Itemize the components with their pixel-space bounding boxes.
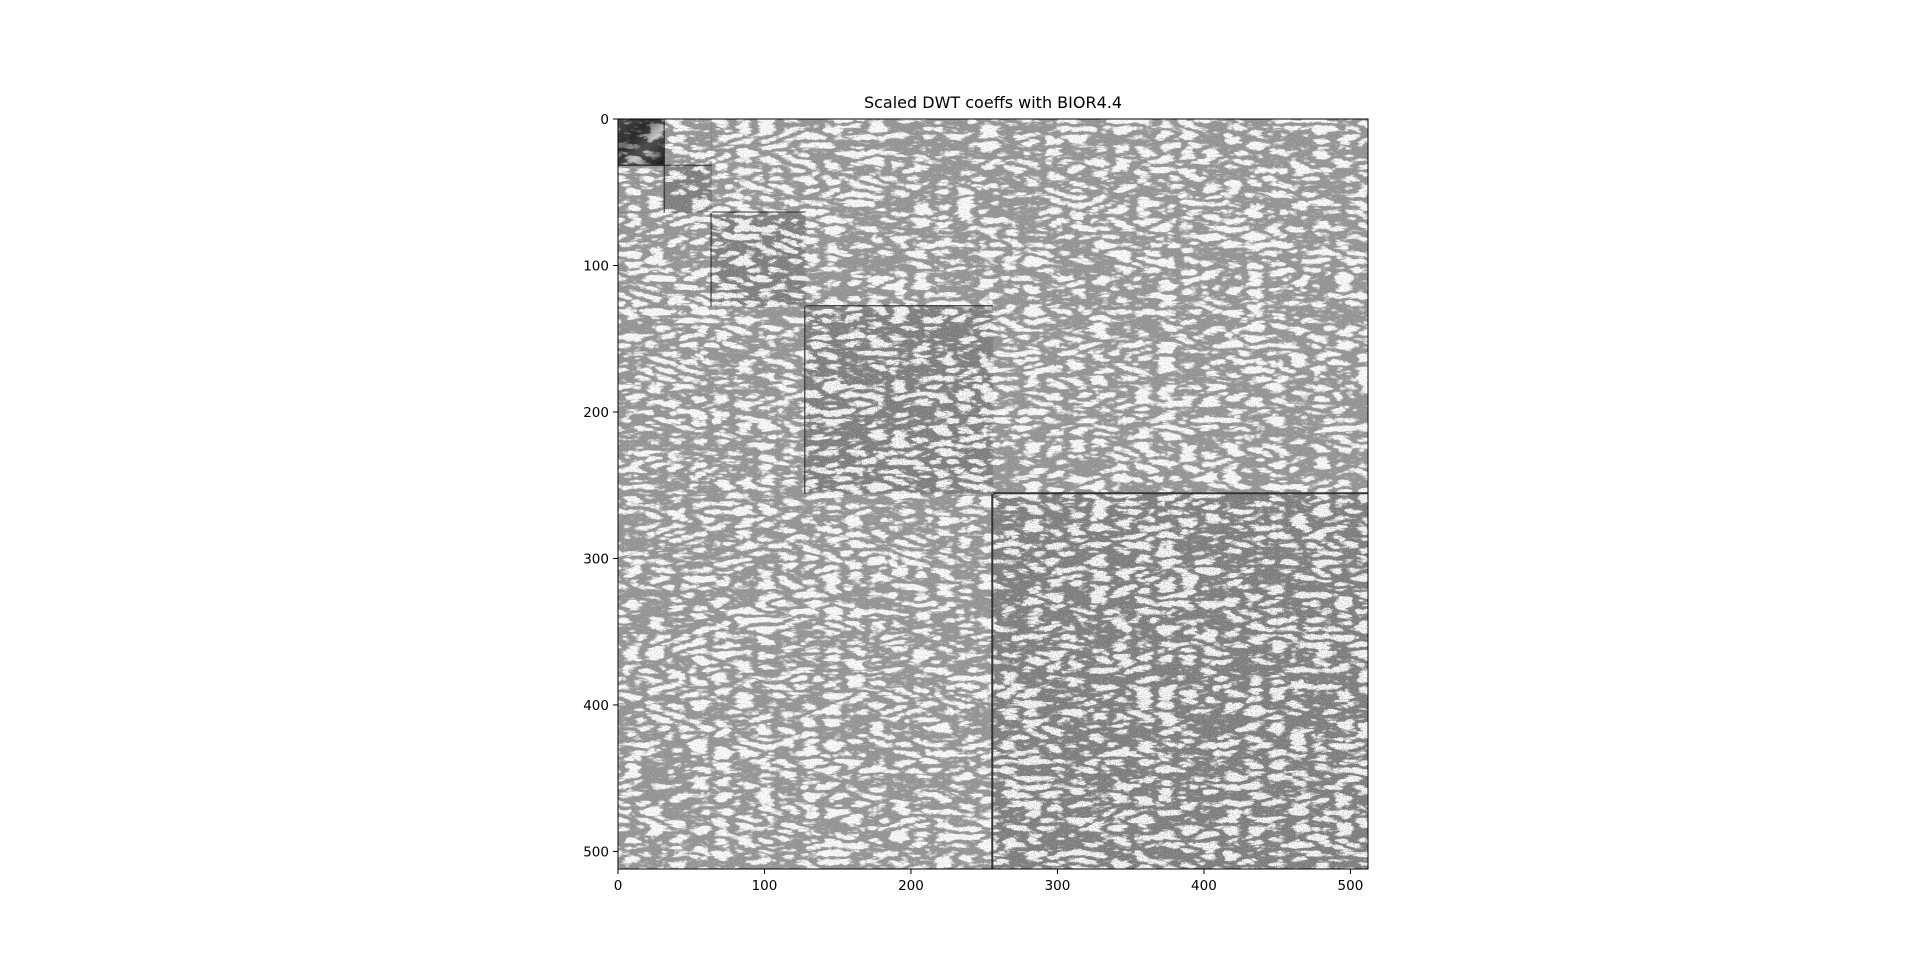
y-tick-label: 200 xyxy=(583,405,609,421)
y-tick-label: 100 xyxy=(583,258,609,274)
x-axis: 0 100 200 300 400 500 xyxy=(614,869,1364,894)
coeff-tile-l4-horizontal xyxy=(664,119,712,166)
x-tick-label: 0 xyxy=(614,878,623,894)
y-tick-label: 500 xyxy=(583,844,609,860)
coeff-tile-l1-horizontal xyxy=(993,119,1368,494)
coeff-tile-l2-horizontal xyxy=(805,119,993,307)
coeff-tile-l4-vertical xyxy=(618,165,665,213)
chart-title: Scaled DWT coeffs with BIOR4.4 xyxy=(864,93,1122,112)
x-tick-label: 100 xyxy=(752,878,778,894)
coeff-tile-l4-approximation xyxy=(618,119,665,166)
coeff-tile-l2-vertical xyxy=(618,306,806,494)
coeff-tile-l1-diagonal xyxy=(993,494,1368,869)
y-tick-label: 400 xyxy=(583,698,609,714)
y-tick-label: 0 xyxy=(600,112,609,128)
coeff-tile-l3-horizontal xyxy=(711,119,806,213)
x-tick-label: 500 xyxy=(1338,878,1364,894)
coeff-tile-l3-vertical xyxy=(618,212,712,307)
plot-area xyxy=(618,119,1368,869)
x-tick-label: 400 xyxy=(1191,878,1217,894)
coeff-tile-l3-diagonal xyxy=(711,212,806,307)
x-tick-label: 200 xyxy=(898,878,924,894)
x-tick-label: 300 xyxy=(1045,878,1071,894)
coeff-tile-l2-diagonal xyxy=(805,306,993,494)
coeff-tile-l1-vertical xyxy=(618,494,993,869)
y-tick-label: 300 xyxy=(583,551,609,567)
axes-frame xyxy=(617,118,1369,870)
coeff-tile-l4-diagonal xyxy=(664,165,712,213)
y-axis: 0 100 200 300 400 500 xyxy=(583,112,618,860)
